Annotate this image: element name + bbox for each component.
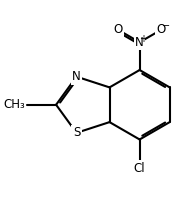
Text: S: S [73,126,80,139]
Text: Cl: Cl [134,162,145,175]
Text: +: + [139,34,147,44]
Text: N: N [135,36,144,49]
Text: O: O [157,23,166,36]
Text: O: O [113,23,123,36]
Text: −: − [162,21,170,31]
Text: CH₃: CH₃ [3,98,25,111]
Text: N: N [72,70,81,83]
